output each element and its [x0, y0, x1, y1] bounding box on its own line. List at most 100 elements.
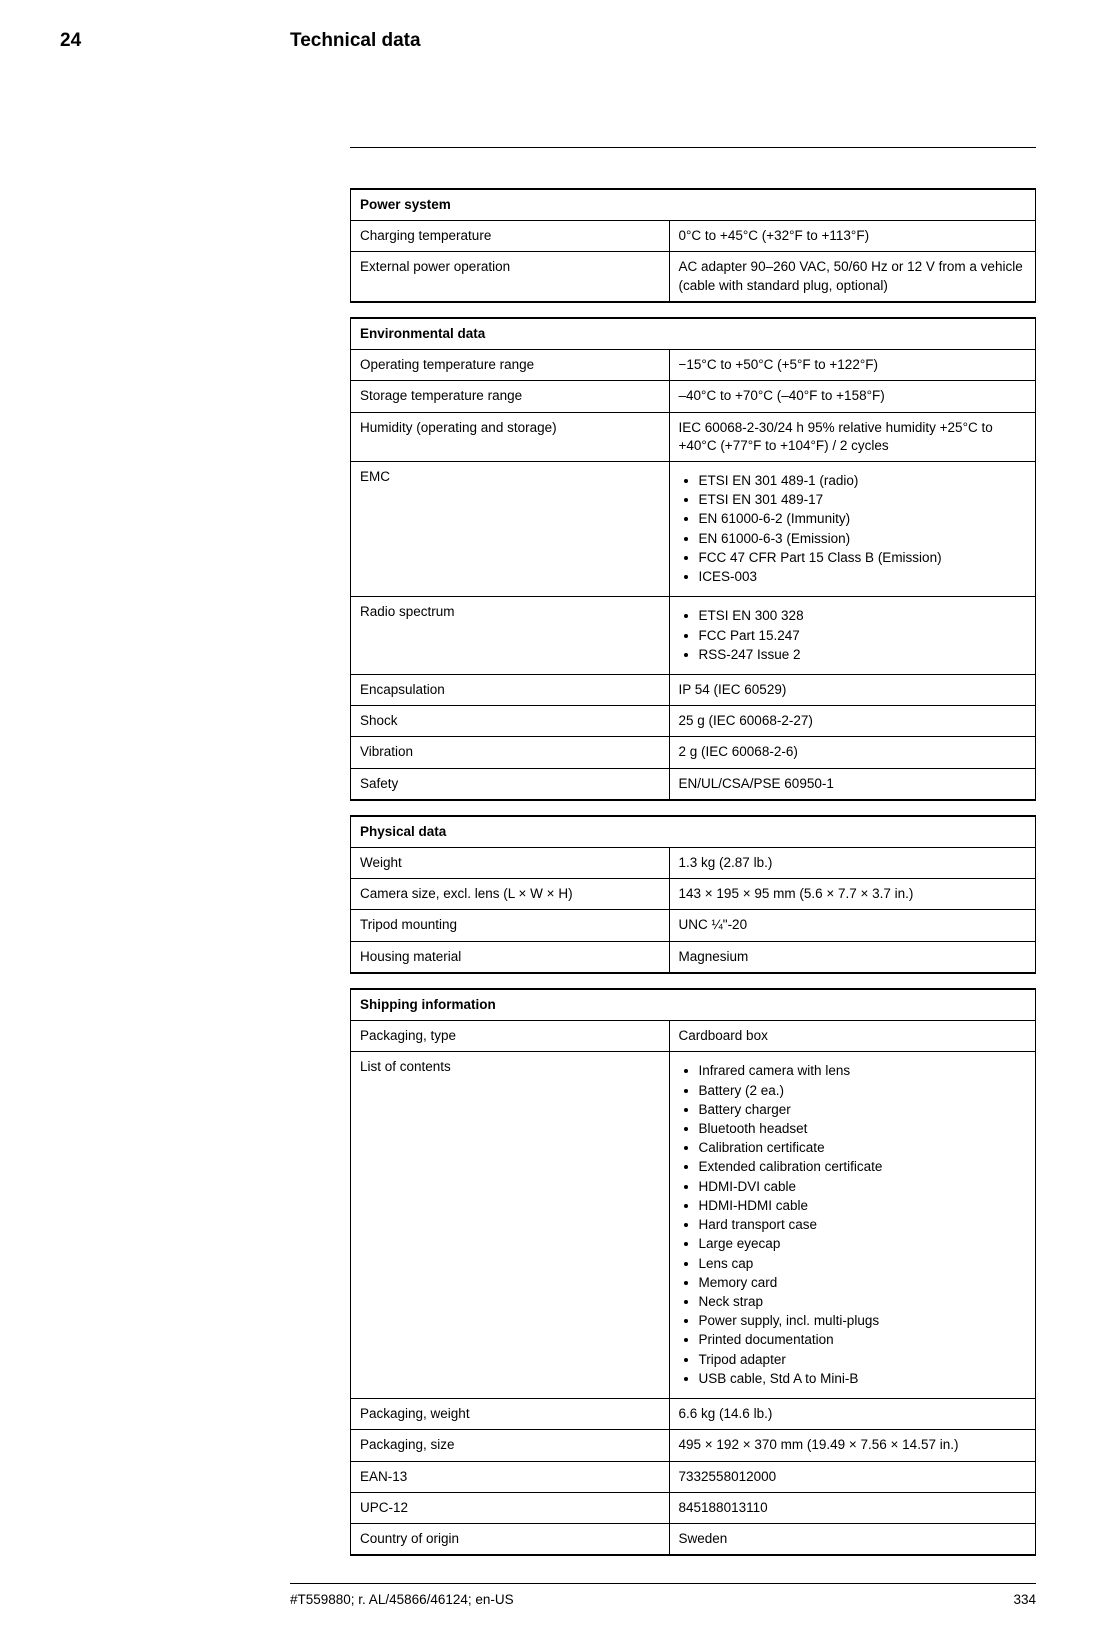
table-row: Packaging, weight6.6 kg (14.6 lb.): [351, 1399, 1036, 1430]
spec-value: 7332558012000: [669, 1461, 1035, 1492]
spec-value-list: Infrared camera with lens Battery (2 ea.)…: [679, 1062, 1026, 1388]
section-header: Power system: [351, 189, 1036, 221]
list-item: FCC 47 CFR Part 15 Class B (Emission): [699, 549, 1026, 567]
list-item: Large eyecap: [699, 1235, 1026, 1253]
spec-label: Shock: [351, 706, 670, 737]
list-item: Tripod adapter: [699, 1351, 1026, 1369]
spec-label: EMC: [351, 461, 670, 596]
spec-label: Radio spectrum: [351, 597, 670, 675]
section-header: Environmental data: [351, 318, 1036, 350]
spec-value-list: ETSI EN 301 489-1 (radio)ETSI EN 301 489…: [679, 472, 1026, 586]
spec-value-list: ETSI EN 300 328 FCC Part 15.247RSS-247 Is…: [679, 607, 1026, 664]
table-row: Storage temperature range–40°C to +70°C …: [351, 381, 1036, 412]
spec-value: Sweden: [669, 1523, 1035, 1555]
list-item: EN 61000-6-3 (Emission): [699, 530, 1026, 548]
table-row: Housing materialMagnesium: [351, 941, 1036, 973]
spec-value: –40°C to +70°C (–40°F to +158°F): [669, 381, 1035, 412]
spec-value: AC adapter 90–260 VAC, 50/60 Hz or 12 V …: [669, 252, 1035, 302]
table-row: Country of originSweden: [351, 1523, 1036, 1555]
page-header: 24 Technical data: [60, 30, 1036, 52]
spec-label: Packaging, weight: [351, 1399, 670, 1430]
spec-value: ETSI EN 301 489-1 (radio)ETSI EN 301 489…: [669, 461, 1035, 596]
spec-label: Operating temperature range: [351, 350, 670, 381]
page-footer: #T559880; r. AL/45866/46124; en-US 334: [290, 1583, 1036, 1607]
table-row: List of contentsInfrared camera with len…: [351, 1052, 1036, 1399]
spec-label: Country of origin: [351, 1523, 670, 1555]
list-item: Neck strap: [699, 1293, 1026, 1311]
table-row: Camera size, excl. lens (L × W × H)143 ×…: [351, 879, 1036, 910]
spec-value: 1.3 kg (2.87 lb.): [669, 848, 1035, 879]
table-row: Vibration2 g (IEC 60068-2-6): [351, 737, 1036, 768]
spec-value: Magnesium: [669, 941, 1035, 973]
table-row: Radio spectrum ETSI EN 300 328 FCC Part 15…: [351, 597, 1036, 675]
spec-label: Packaging, size: [351, 1430, 670, 1461]
spec-label: Weight: [351, 848, 670, 879]
spec-table: Environmental dataOperating temperature …: [350, 317, 1036, 801]
page: 24 Technical data Power systemCharging t…: [0, 0, 1096, 1635]
section-header: Physical data: [351, 816, 1036, 848]
spec-table: Shipping informationPackaging, typeCardb…: [350, 988, 1036, 1556]
spec-value: 143 × 195 × 95 mm (5.6 × 7.7 × 3.7 in.): [669, 879, 1035, 910]
spec-label: Tripod mounting: [351, 910, 670, 941]
spec-label: Encapsulation: [351, 674, 670, 705]
table-row: EncapsulationIP 54 (IEC 60529): [351, 674, 1036, 705]
spec-label: UPC-12: [351, 1492, 670, 1523]
chapter-number: 24: [60, 30, 290, 52]
spec-value: 495 × 192 × 370 mm (19.49 × 7.56 × 14.57…: [669, 1430, 1035, 1461]
spec-label: Housing material: [351, 941, 670, 973]
list-item: Battery charger: [699, 1101, 1026, 1119]
spec-value: 2 g (IEC 60068-2-6): [669, 737, 1035, 768]
spec-label: External power operation: [351, 252, 670, 302]
chapter-title: Technical data: [290, 30, 421, 52]
spec-label: Packaging, type: [351, 1021, 670, 1052]
spec-label: Humidity (operating and storage): [351, 412, 670, 461]
spec-value: UNC ¼"-20: [669, 910, 1035, 941]
table-row: Packaging, typeCardboard box: [351, 1021, 1036, 1052]
table-row: Operating temperature range−15°C to +50°…: [351, 350, 1036, 381]
list-item: EN 61000-6-2 (Immunity): [699, 510, 1026, 528]
list-item: HDMI-HDMI cable: [699, 1197, 1026, 1215]
list-item: Battery (2 ea.): [699, 1082, 1026, 1100]
list-item: HDMI-DVI cable: [699, 1178, 1026, 1196]
list-item: Infrared camera with lens: [699, 1062, 1026, 1080]
spec-label: Safety: [351, 768, 670, 800]
table-row: EAN-137332558012000: [351, 1461, 1036, 1492]
spec-value: IEC 60068-2-30/24 h 95% relative humidit…: [669, 412, 1035, 461]
spec-value: 845188013110: [669, 1492, 1035, 1523]
list-item: USB cable, Std A to Mini-B: [699, 1370, 1026, 1388]
list-item: Extended calibration certificate: [699, 1158, 1026, 1176]
spec-value: ETSI EN 300 328 FCC Part 15.247RSS-247 Is…: [669, 597, 1035, 675]
spec-label: Camera size, excl. lens (L × W × H): [351, 879, 670, 910]
spec-value: EN/UL/CSA/PSE 60950-1: [669, 768, 1035, 800]
list-item: Bluetooth headset: [699, 1120, 1026, 1138]
list-item: ETSI EN 300 328: [699, 607, 1026, 625]
table-row: Shock25 g (IEC 60068-2-27): [351, 706, 1036, 737]
doc-reference: #T559880; r. AL/45866/46124; en-US: [290, 1592, 514, 1607]
spec-tables: Power systemCharging temperature0°C to +…: [350, 188, 1036, 1556]
list-item: Calibration certificate: [699, 1139, 1026, 1157]
spec-value: 0°C to +45°C (+32°F to +113°F): [669, 221, 1035, 252]
spec-value: Cardboard box: [669, 1021, 1035, 1052]
table-row: Weight1.3 kg (2.87 lb.): [351, 848, 1036, 879]
list-item: RSS-247 Issue 2: [699, 646, 1026, 664]
spec-label: Storage temperature range: [351, 381, 670, 412]
list-item: Hard transport case: [699, 1216, 1026, 1234]
section-header: Shipping information: [351, 989, 1036, 1021]
spec-label: List of contents: [351, 1052, 670, 1399]
spec-value: 6.6 kg (14.6 lb.): [669, 1399, 1035, 1430]
table-row: External power operationAC adapter 90–26…: [351, 252, 1036, 302]
list-item: ETSI EN 301 489-1 (radio): [699, 472, 1026, 490]
table-row: UPC-12845188013110: [351, 1492, 1036, 1523]
list-item: Printed documentation: [699, 1331, 1026, 1349]
spec-label: EAN-13: [351, 1461, 670, 1492]
spec-value: −15°C to +50°C (+5°F to +122°F): [669, 350, 1035, 381]
horizontal-rule: [350, 147, 1036, 148]
spec-label: Charging temperature: [351, 221, 670, 252]
spec-value: 25 g (IEC 60068-2-27): [669, 706, 1035, 737]
list-item: Memory card: [699, 1274, 1026, 1292]
spec-label: Vibration: [351, 737, 670, 768]
list-item: FCC Part 15.247: [699, 627, 1026, 645]
table-row: Packaging, size495 × 192 × 370 mm (19.49…: [351, 1430, 1036, 1461]
table-row: EMCETSI EN 301 489-1 (radio)ETSI EN 301 …: [351, 461, 1036, 596]
table-row: Humidity (operating and storage)IEC 6006…: [351, 412, 1036, 461]
